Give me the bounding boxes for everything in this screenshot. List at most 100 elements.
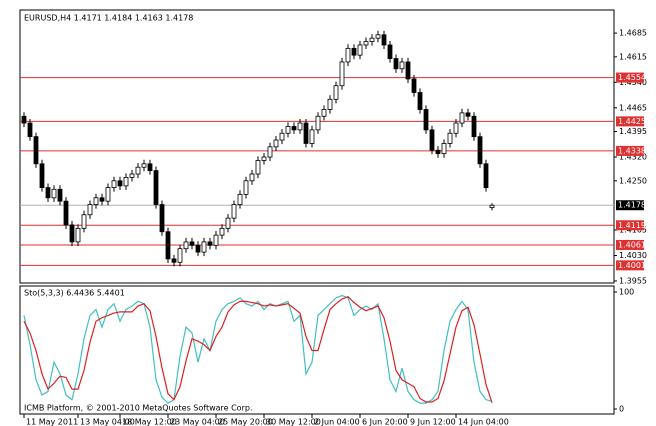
candle-body: [123, 176, 129, 187]
candle-body: [99, 197, 105, 202]
oscillator-plot: 0 100: [23, 288, 634, 414]
candle-body: [345, 47, 351, 63]
candle-body: [87, 204, 93, 216]
current-price-label: 1.4178: [618, 201, 646, 210]
candle-body: [117, 180, 123, 187]
candle-body: [75, 227, 81, 243]
y-tick-label: 1.4320: [619, 153, 647, 162]
candle-body: [375, 34, 381, 39]
x-tick-label: 18 May 12:00: [122, 418, 177, 426]
y-tick-label: 1.4395: [619, 127, 647, 136]
candle-body: [57, 188, 63, 202]
candle-body: [417, 92, 423, 110]
candle-body: [435, 149, 441, 155]
candle-body: [231, 204, 237, 219]
level-label-bg: [616, 220, 644, 231]
y-tick-label: 1.4250: [619, 176, 647, 185]
level-label: 1.4554: [618, 73, 646, 82]
candle-body: [447, 132, 453, 144]
candle-body: [429, 129, 435, 151]
candle-body: [33, 136, 39, 165]
candle-body: [195, 244, 201, 253]
candle-body: [219, 227, 225, 236]
candle-body: [159, 204, 165, 233]
candle-body: [171, 258, 177, 263]
candle-body: [27, 122, 33, 138]
candle-body: [399, 61, 405, 70]
x-tick-label: 13 May 04:00: [80, 418, 135, 426]
candle-body: [477, 136, 483, 165]
candle-body: [465, 112, 471, 117]
candle-body: [93, 197, 99, 205]
candle-body: [357, 44, 363, 56]
candle-body: [471, 115, 477, 138]
indicator-title: Sto(5,3,3) 6.4436 5.4401: [24, 289, 125, 298]
level-label: 1.4001: [618, 261, 646, 270]
candle-body: [339, 61, 345, 87]
candle-body: [261, 156, 267, 161]
candle-body: [309, 129, 315, 144]
candle-body: [423, 109, 429, 131]
indicator-line: [23, 295, 493, 403]
x-tick-label: 9 Jun 12:00: [410, 418, 456, 426]
candle-body: [267, 146, 273, 158]
candle-body: [147, 163, 153, 172]
candle-body: [411, 78, 417, 93]
level-label-bg: [616, 145, 644, 156]
candle-body: [405, 61, 411, 80]
y-tick-label: 1.4030: [619, 251, 647, 260]
candle-body: [69, 224, 75, 243]
candle-body: [453, 122, 459, 134]
x-tick-label: 25 May 20:00: [218, 418, 273, 426]
candle-body: [183, 241, 189, 250]
y-tick-label: 1.4685: [619, 29, 647, 38]
x-tick-label: 6 Jun 20:00: [362, 418, 408, 426]
candle-body: [105, 187, 111, 202]
candle-body: [363, 41, 369, 46]
candle-body: [483, 163, 489, 188]
candle-body: [303, 122, 309, 144]
candle-body: [129, 173, 135, 178]
candle-body: [279, 132, 285, 141]
chart-title: EURUSD,H4 1.4171 1.4184 1.4163 1.4178: [24, 14, 193, 23]
candle-body: [63, 200, 69, 226]
x-tick-label: 2 Jun 04:00: [314, 418, 360, 426]
candle-body: [387, 44, 393, 59]
candle-body: [393, 58, 399, 70]
candle-body: [327, 98, 333, 110]
main-panel: [19, 9, 615, 284]
candle-body: [459, 112, 465, 124]
y-tick-label: 1.3955: [619, 276, 647, 285]
candle-body: [441, 143, 447, 155]
candle-body: [201, 241, 207, 253]
x-tick-label: 23 May 04:00: [170, 418, 225, 426]
candle-body: [351, 47, 357, 56]
current-price-bg: [616, 200, 644, 211]
level-label: 1.4338: [618, 146, 646, 155]
candle-body: [135, 166, 141, 175]
main-plot: 1.46851.46151.45401.44651.43951.43201.42…: [20, 29, 647, 285]
candle-body: [45, 187, 51, 199]
candle-body: [39, 163, 45, 188]
candle-body: [369, 37, 375, 42]
candle-body: [81, 214, 87, 229]
indicator-line: [23, 294, 493, 404]
x-tick-label: 30 May 12:00: [266, 418, 321, 426]
candle-body: [255, 160, 261, 175]
level-label: 1.4425: [618, 117, 646, 126]
candle-body: [165, 231, 171, 260]
level-label: 1.4061: [618, 240, 646, 249]
candle-body: [243, 180, 249, 195]
candle-body: [285, 126, 291, 134]
candle-body: [213, 234, 219, 246]
candle-body: [237, 193, 243, 205]
y-tick-label: 1.4465: [619, 103, 647, 112]
candle-body: [177, 248, 183, 263]
y-tick-label: 0: [619, 405, 624, 414]
candle-body: [315, 115, 321, 131]
level-label-bg: [616, 239, 644, 250]
candle-body: [207, 241, 213, 246]
x-tick-label: 11 May 2011: [26, 418, 78, 426]
x-tick-label: 14 Jun 04:00: [458, 418, 509, 426]
candle-body: [249, 173, 255, 182]
